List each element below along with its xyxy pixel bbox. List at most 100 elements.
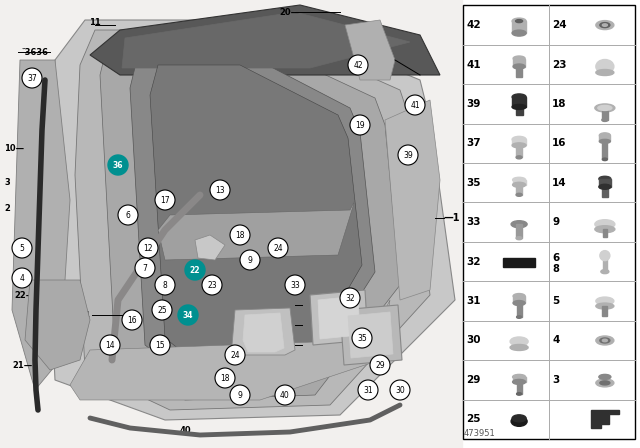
Text: 31: 31: [363, 385, 373, 395]
Bar: [503, 258, 535, 267]
Bar: [516, 185, 522, 195]
Polygon shape: [345, 20, 395, 80]
Ellipse shape: [516, 316, 522, 319]
Ellipse shape: [600, 139, 611, 143]
Text: 37: 37: [27, 73, 37, 82]
Text: — 36: — 36: [25, 47, 48, 56]
Circle shape: [268, 238, 288, 258]
Bar: [512, 139, 526, 145]
Circle shape: [155, 190, 175, 210]
Circle shape: [230, 225, 250, 245]
Polygon shape: [12, 60, 70, 390]
Text: 32: 32: [345, 293, 355, 302]
Circle shape: [122, 310, 142, 330]
Ellipse shape: [513, 177, 525, 182]
Ellipse shape: [595, 220, 615, 229]
Text: 5: 5: [20, 244, 24, 253]
Text: 42: 42: [467, 20, 481, 30]
Ellipse shape: [596, 60, 614, 73]
Circle shape: [135, 258, 155, 278]
Polygon shape: [150, 65, 362, 378]
Circle shape: [240, 250, 260, 270]
Text: 33: 33: [467, 217, 481, 227]
Bar: [513, 59, 525, 66]
Ellipse shape: [599, 184, 611, 190]
Ellipse shape: [512, 143, 526, 148]
Ellipse shape: [512, 136, 526, 142]
Ellipse shape: [600, 381, 610, 385]
Ellipse shape: [513, 182, 525, 187]
Circle shape: [215, 368, 235, 388]
Ellipse shape: [513, 56, 525, 61]
Text: 29: 29: [467, 375, 481, 385]
Ellipse shape: [513, 375, 525, 379]
Text: 41: 41: [410, 100, 420, 109]
Text: ‶36: ‶36: [22, 47, 37, 56]
Polygon shape: [100, 42, 400, 400]
Text: 40: 40: [179, 426, 191, 435]
Circle shape: [600, 250, 610, 261]
Ellipse shape: [600, 133, 611, 138]
Ellipse shape: [600, 22, 610, 28]
Ellipse shape: [510, 345, 528, 350]
Polygon shape: [45, 20, 455, 420]
Ellipse shape: [602, 24, 607, 26]
Ellipse shape: [510, 337, 528, 346]
Ellipse shape: [516, 193, 522, 196]
Polygon shape: [25, 280, 90, 370]
Circle shape: [275, 385, 295, 405]
Ellipse shape: [596, 69, 614, 76]
Polygon shape: [90, 5, 440, 75]
Ellipse shape: [512, 94, 526, 100]
Bar: [516, 382, 522, 394]
Text: 12: 12: [143, 244, 153, 253]
Text: 14: 14: [105, 340, 115, 349]
Text: 4: 4: [20, 273, 24, 283]
Text: 15: 15: [155, 340, 165, 349]
Ellipse shape: [602, 158, 607, 161]
Text: 20—: 20—: [280, 8, 300, 17]
Ellipse shape: [596, 297, 614, 305]
Ellipse shape: [512, 18, 526, 24]
Text: 35: 35: [467, 178, 481, 188]
Bar: [516, 303, 522, 317]
Ellipse shape: [513, 64, 525, 69]
Ellipse shape: [599, 176, 611, 181]
Polygon shape: [130, 55, 375, 388]
Polygon shape: [591, 410, 619, 428]
Ellipse shape: [599, 375, 611, 379]
Circle shape: [12, 268, 32, 288]
Ellipse shape: [595, 226, 615, 233]
Polygon shape: [318, 296, 360, 339]
Text: 21—: 21—: [12, 361, 32, 370]
Ellipse shape: [513, 301, 525, 306]
Bar: [0, 0, 462, 448]
Circle shape: [100, 335, 120, 355]
Text: 35: 35: [357, 333, 367, 343]
Bar: [516, 224, 522, 238]
Ellipse shape: [595, 104, 615, 112]
Bar: [516, 145, 522, 157]
Bar: [512, 97, 526, 107]
Text: 30: 30: [395, 385, 405, 395]
Text: 473951: 473951: [464, 429, 496, 438]
Circle shape: [390, 380, 410, 400]
Ellipse shape: [512, 415, 526, 422]
Text: 22—: 22—: [15, 290, 35, 300]
Polygon shape: [232, 308, 295, 355]
Text: 24: 24: [230, 350, 240, 359]
Text: 28: 28: [302, 340, 314, 349]
Ellipse shape: [511, 416, 527, 426]
Text: 3: 3: [4, 177, 10, 186]
Polygon shape: [243, 313, 284, 352]
Circle shape: [230, 385, 250, 405]
Bar: [603, 256, 607, 271]
Bar: [513, 296, 525, 303]
Text: 37: 37: [467, 138, 481, 148]
Ellipse shape: [596, 21, 614, 30]
Text: 25: 25: [157, 306, 167, 314]
Text: 18: 18: [552, 99, 566, 109]
Bar: [599, 179, 611, 187]
Ellipse shape: [516, 392, 522, 395]
Text: 14: 14: [552, 178, 567, 188]
